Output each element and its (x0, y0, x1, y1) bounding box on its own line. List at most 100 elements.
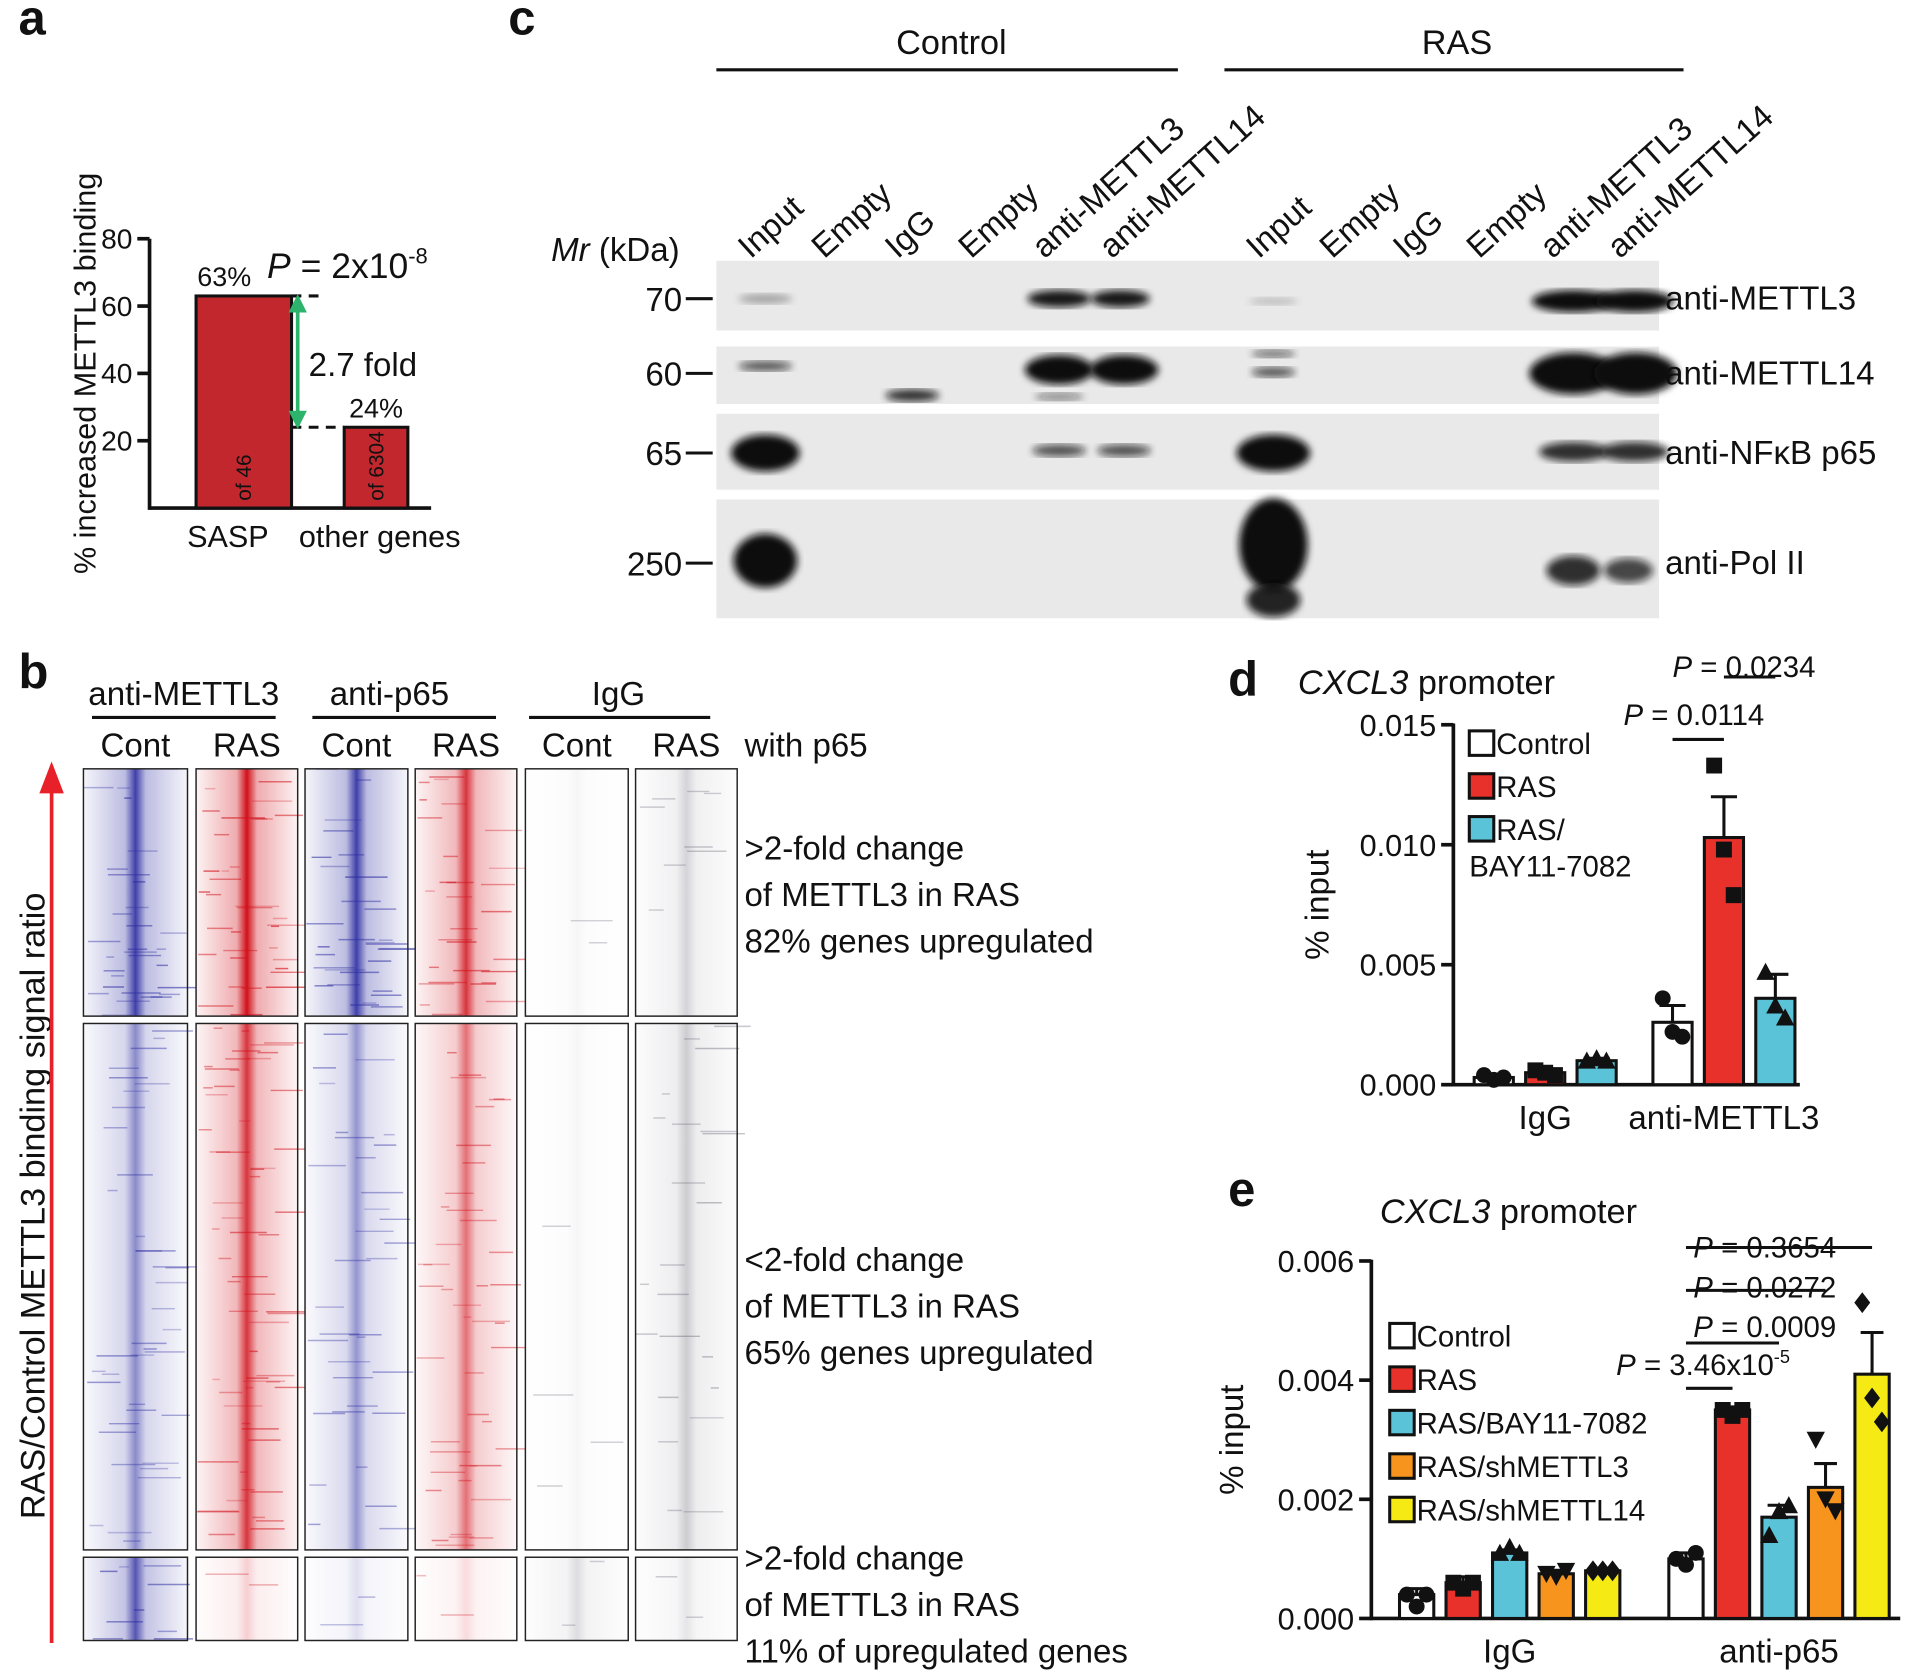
value-label: 63% (197, 262, 251, 292)
x-tick-label: SASP (187, 520, 269, 554)
cluster-label: 11% of upregulated genes (745, 1634, 1128, 1671)
heatmap-frame (524, 1022, 629, 1551)
data-point (1678, 1556, 1694, 1573)
data-point (1465, 1574, 1481, 1591)
blot-band (1239, 498, 1308, 592)
data-point (1826, 1503, 1845, 1521)
blot-band (1529, 352, 1618, 395)
p-symbol: P (1693, 1311, 1713, 1344)
heatmap-frame (304, 1022, 409, 1551)
heatmap-signal (635, 768, 738, 1017)
bar (1491, 1551, 1529, 1620)
heatmap-frame (634, 1556, 738, 1642)
blot-band (1594, 352, 1678, 395)
blot-band (733, 533, 798, 588)
heatmap-frame (304, 1556, 409, 1642)
legend-swatch (1388, 1452, 1416, 1480)
p-exponent: -5 (1774, 1347, 1790, 1367)
p-symbol: P (1616, 1349, 1636, 1382)
p-text: = 0.0234 (1692, 651, 1815, 684)
marker-label: 60 (645, 357, 682, 394)
heatmap-frame (414, 768, 518, 1017)
blot-band (1027, 290, 1091, 308)
heatmap-signal (635, 1557, 738, 1641)
heatmap-signal (415, 1557, 517, 1641)
y-axis-label: % input (1299, 850, 1336, 960)
antibody-label: anti-METTL14 (1665, 355, 1874, 392)
x-tick-label: IgG (1519, 1100, 1572, 1137)
heatmap-frame (304, 768, 409, 1017)
x-tick-label: other genes (299, 520, 461, 554)
p-value: P = 2x10-8 (267, 244, 428, 286)
data-point (1547, 1568, 1566, 1586)
blot-band (1024, 355, 1094, 385)
legend-swatch (1467, 815, 1496, 843)
data-point (1490, 1543, 1510, 1561)
y-axis-label: % input (1214, 1385, 1251, 1495)
heatmap-column: RAS (432, 728, 500, 765)
blot-strip (716, 346, 1660, 405)
y-tick-label: 0.006 (1278, 1245, 1355, 1279)
y-tick-label: 0.000 (1278, 1602, 1355, 1636)
legend-label: RAS (1496, 771, 1556, 804)
marker-label: 70 (645, 282, 682, 319)
x-tick-label: IgG (1483, 1634, 1536, 1671)
p-exponent: -8 (408, 244, 428, 269)
title-gene: CXCL3 (1380, 1193, 1490, 1231)
heatmap-signal (305, 1557, 408, 1641)
data-point (1779, 1496, 1798, 1514)
heatmap-signal (196, 1557, 298, 1641)
chart-title: CXCL3 promoter (1380, 1193, 1637, 1231)
legend-label: RAS/BAY11-7082 (1417, 1408, 1648, 1441)
data-point (1556, 1562, 1576, 1580)
y-tick-label: 40 (101, 358, 132, 389)
panel-label: c (508, 0, 535, 45)
p-symbol: P (1693, 1272, 1713, 1305)
lane-label: Empty (1460, 175, 1555, 265)
heatmap-frame (195, 768, 299, 1017)
antibody-label: anti-Pol II (1665, 545, 1805, 582)
heatmap-ylabel: RAS/Control METTL3 binding signal ratio (14, 893, 52, 1520)
lane-label: Input (731, 189, 810, 266)
bar (1702, 836, 1746, 1087)
legend-swatch (1467, 772, 1496, 800)
heatmap-frame (634, 768, 738, 1017)
cluster-label: <2-fold change (745, 1242, 965, 1279)
data-point (1760, 1525, 1779, 1544)
mr-unit: (kDa) (590, 232, 680, 269)
data-point (1597, 1051, 1616, 1069)
legend-swatch (1388, 1321, 1416, 1350)
heatmap-signal (415, 1023, 517, 1550)
heatmap-signal (196, 1023, 298, 1550)
bar (1713, 1408, 1752, 1620)
p-text: = 0.0114 (1643, 699, 1764, 732)
p-text: = 0.0009 (1713, 1311, 1836, 1344)
cluster-label: >2-fold change (745, 830, 965, 867)
data-point (1654, 990, 1671, 1007)
legend-swatch (1388, 1408, 1416, 1437)
blot-band (1539, 441, 1608, 462)
p-text: = 3.46x10 (1636, 1349, 1774, 1382)
comparison-label: P = 0.0009 (1693, 1311, 1836, 1344)
legend-label: Control (1417, 1321, 1512, 1354)
heatmap-frame (414, 1022, 518, 1551)
legend-label: Control (1496, 728, 1591, 761)
mr-label: Mr (kDa) (551, 232, 680, 269)
comparison-label: P = 0.0272 (1693, 1272, 1836, 1305)
y-tick-label: 0.010 (1360, 829, 1437, 863)
blot-band (885, 389, 940, 402)
heatmap-frame (524, 1556, 629, 1642)
y-tick-label: 80 (101, 224, 132, 255)
mr-symbol: Mr (551, 232, 592, 269)
heatmap-frame (414, 1556, 518, 1642)
data-point (1500, 1537, 1519, 1555)
data-point (1418, 1586, 1435, 1603)
blot-band (731, 434, 800, 472)
heatmap-signal (305, 768, 408, 1017)
cluster-label: 82% genes upregulated (745, 923, 1094, 960)
heatmap-column: Cont (101, 728, 171, 765)
legend-label: RAS/shMETTL14 (1417, 1495, 1646, 1528)
blot-band (1603, 558, 1653, 583)
blot-band (1246, 582, 1301, 618)
